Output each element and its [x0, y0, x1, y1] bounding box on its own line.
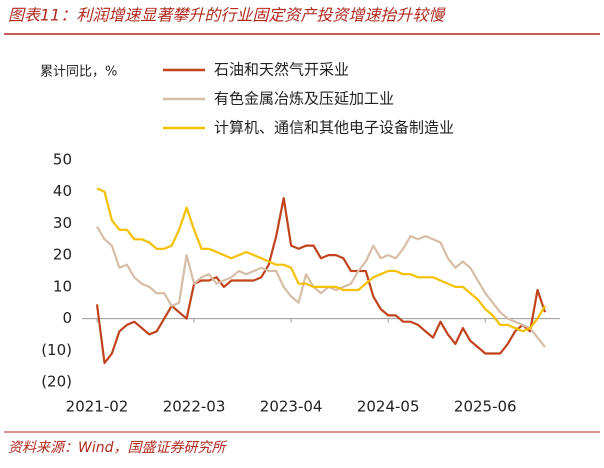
y-tick-label: (20) [41, 373, 72, 391]
y-tick-label: 40 [53, 182, 72, 200]
y-axis-label: 累计同比，% [40, 65, 117, 80]
y-tick-label: 10 [53, 277, 72, 295]
series-line [96, 187, 546, 333]
series-line [96, 226, 546, 348]
legend-label: 计算机、通信和其他电子设备制造业 [214, 119, 454, 137]
y-tick-label: 50 [53, 151, 72, 169]
y-tick-label: 0 [62, 309, 72, 327]
y-tick-label: 20 [53, 246, 72, 264]
x-tick-label: 2025-06 [454, 398, 517, 416]
x-tick-label: 2023-04 [260, 398, 323, 416]
source: 资料来源：Wind，国盛证券研究所 [8, 440, 227, 456]
x-tick-label: 2024-05 [357, 398, 420, 416]
legend-label: 石油和天然气开采业 [214, 61, 349, 79]
chart-title: 图表11：利润增速显著攀升的行业固定资产投资增速抬升较慢 [8, 6, 446, 25]
y-tick-label: 30 [53, 214, 72, 232]
x-tick-label: 2021-02 [66, 398, 129, 416]
legend-label: 有色金属冶炼及压延加工业 [214, 90, 394, 108]
x-tick-label: 2022-03 [163, 398, 226, 416]
y-tick-label: (10) [41, 341, 72, 359]
